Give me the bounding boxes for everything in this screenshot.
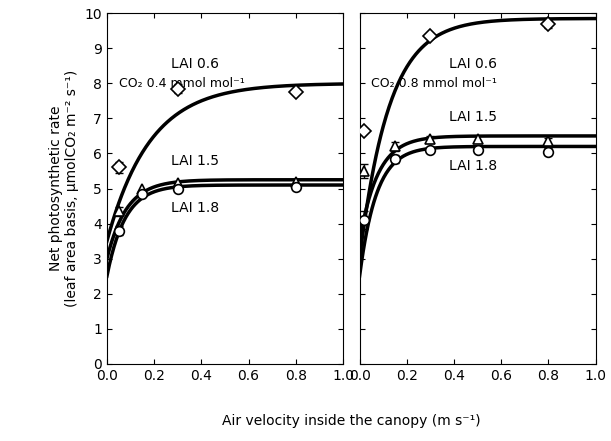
Text: LAI 1.5: LAI 1.5 [449,110,497,123]
Text: CO₂ 0.4 mmol mol⁻¹: CO₂ 0.4 mmol mol⁻¹ [119,77,244,90]
Text: Air velocity inside the canopy (m s⁻¹): Air velocity inside the canopy (m s⁻¹) [222,414,481,428]
Text: LAI 0.6: LAI 0.6 [170,57,219,71]
Text: LAI 1.8: LAI 1.8 [449,159,497,173]
Text: LAI 1.5: LAI 1.5 [170,154,219,168]
Y-axis label: Net photosynthetic rate
(leaf area basis, μmolCO₂ m⁻² s⁻¹): Net photosynthetic rate (leaf area basis… [49,70,79,307]
Text: LAI 1.8: LAI 1.8 [170,201,219,215]
Text: CO₂ 0.8 mmol mol⁻¹: CO₂ 0.8 mmol mol⁻¹ [371,77,497,90]
Text: LAI 0.6: LAI 0.6 [449,57,497,71]
